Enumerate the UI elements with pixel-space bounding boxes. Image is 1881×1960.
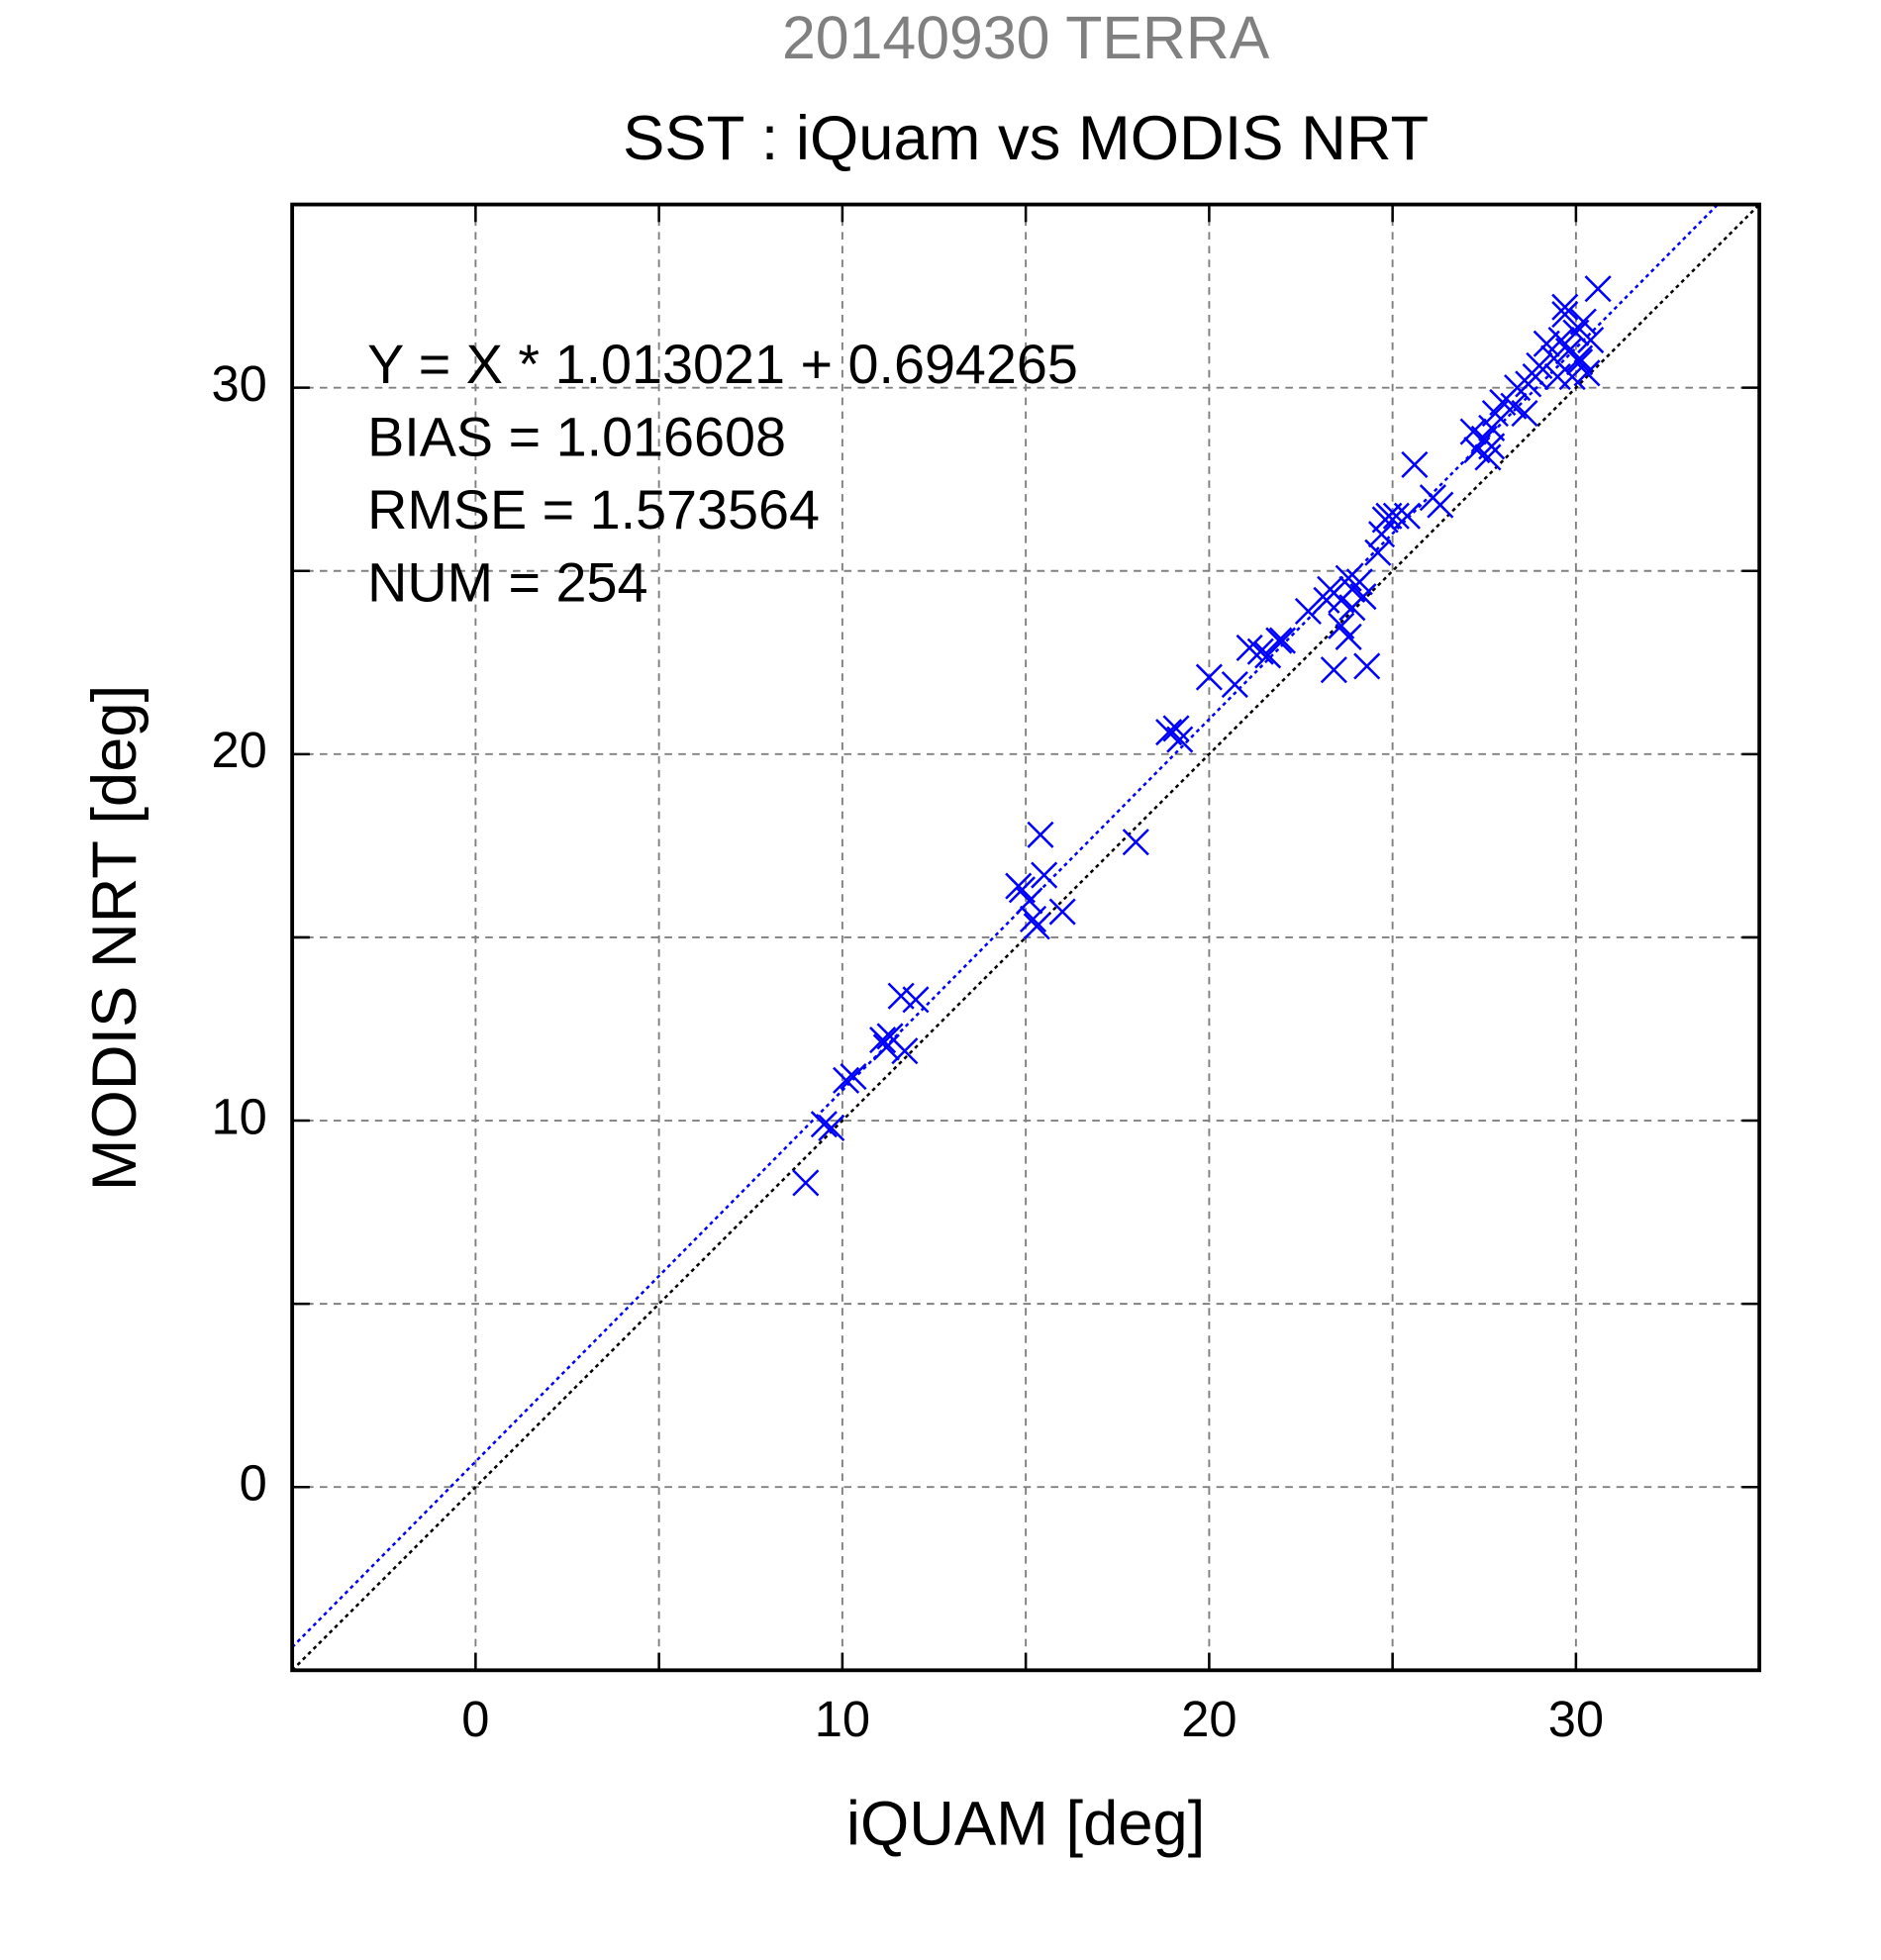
point: [1195, 663, 1223, 691]
plot-frame: [290, 202, 1762, 1673]
point: [1427, 491, 1454, 519]
point: [1569, 308, 1597, 336]
point: [1031, 861, 1058, 889]
point: [1320, 656, 1347, 684]
point: [818, 1114, 845, 1141]
y-tick-label: 0: [240, 1455, 267, 1512]
plot-area: [292, 204, 1760, 1671]
point: [840, 1063, 867, 1091]
chart-title: 20140930 TERRA: [782, 4, 1270, 71]
point: [1504, 374, 1532, 402]
point: [1162, 715, 1190, 742]
reference-line: [292, 204, 1720, 1648]
point: [1122, 829, 1149, 856]
point: [1551, 293, 1579, 321]
y-tick-label: 20: [211, 722, 266, 778]
point: [1364, 539, 1392, 566]
point: [1566, 348, 1594, 376]
point: [1526, 351, 1553, 380]
point: [1265, 627, 1293, 654]
point: [792, 1169, 820, 1197]
point: [1577, 326, 1605, 354]
point: [1294, 597, 1322, 626]
point: [872, 1033, 900, 1061]
point: [1511, 400, 1538, 428]
point: [1478, 433, 1506, 460]
x-tick-label: 0: [461, 1691, 489, 1747]
point: [891, 1037, 919, 1065]
y-tick-label: 30: [211, 355, 266, 412]
point: [1268, 627, 1297, 654]
point: [1543, 362, 1571, 391]
point: [902, 986, 930, 1014]
point: [1566, 344, 1594, 372]
x-tick-label: 10: [815, 1691, 870, 1747]
point: [1349, 583, 1377, 611]
point: [1335, 564, 1362, 592]
point: [1474, 443, 1502, 471]
annotation: BIAS = 1.016608: [367, 407, 786, 468]
point: [1221, 670, 1248, 699]
point: [1382, 502, 1410, 530]
y-tick-label: 10: [211, 1088, 266, 1144]
point: [1551, 301, 1579, 329]
x-tick-label: 20: [1181, 1691, 1237, 1747]
point: [1166, 726, 1194, 753]
y-axis-label: MODIS NRT [deg]: [80, 685, 149, 1191]
point: [1584, 275, 1612, 303]
point: [1236, 634, 1263, 662]
point: [1353, 652, 1381, 680]
point: [869, 1027, 897, 1054]
point: [1393, 502, 1422, 530]
point: [1313, 586, 1340, 614]
annotation: RMSE = 1.573564: [367, 479, 820, 540]
annotation: Y = X * 1.013021 + 0.694265: [367, 334, 1078, 395]
x-tick-label: 30: [1548, 1691, 1604, 1747]
annotation: NUM = 254: [367, 552, 647, 614]
point: [1335, 623, 1362, 650]
point: [833, 1066, 860, 1094]
point: [1246, 637, 1274, 665]
point: [1023, 913, 1050, 940]
point: [1016, 887, 1043, 915]
x-axis-label: iQUAM [deg]: [846, 1790, 1206, 1859]
chart-subtitle: SST : iQuam vs MODIS NRT: [623, 104, 1429, 173]
point: [810, 1111, 838, 1138]
point: [1048, 898, 1076, 926]
point: [1401, 450, 1429, 478]
point: [1027, 821, 1054, 848]
point: [1019, 905, 1047, 932]
